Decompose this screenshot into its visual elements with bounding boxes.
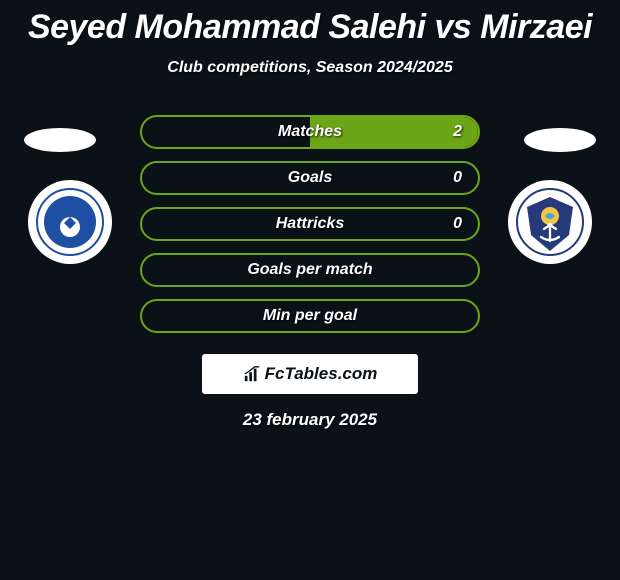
comparison-date: 23 february 2025 (0, 410, 620, 430)
stat-label: Hattricks (142, 209, 478, 239)
comparison-subtitle: Club competitions, Season 2024/2025 (0, 59, 620, 77)
stat-label: Matches (142, 117, 478, 147)
stat-row: 0Hattricks (140, 207, 480, 241)
fctables-label: FcTables.com (265, 364, 378, 384)
stat-label: Min per goal (142, 301, 478, 331)
fctables-watermark: FcTables.com (202, 354, 418, 394)
stat-row: Min per goal (140, 299, 480, 333)
stat-label: Goals per match (142, 255, 478, 285)
stat-row: 2Matches (140, 115, 480, 149)
stat-label: Goals (142, 163, 478, 193)
comparison-title: Seyed Mohammad Salehi vs Mirzaei (0, 0, 620, 47)
stat-row: 0Goals (140, 161, 480, 195)
stats-container: 2Matches 0Goals 0Hattricks Goals per match M… (0, 115, 620, 345)
stat-row: Goals per match (140, 253, 480, 287)
fctables-logo-icon (243, 365, 261, 383)
